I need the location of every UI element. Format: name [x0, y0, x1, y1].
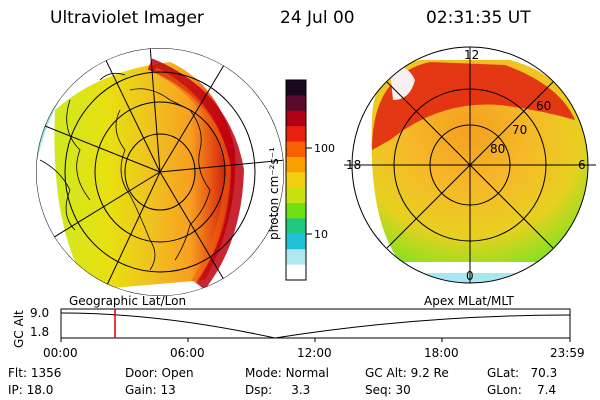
status-ip: IP: 18.0: [8, 383, 54, 397]
colorbar-segment: [286, 203, 306, 219]
geographic-projection-label: Geographic Lat/Lon: [69, 294, 187, 308]
status-glon: GLon: 7.4: [487, 383, 557, 397]
status-gc-alt: GC Alt: 9.2 Re: [365, 366, 449, 380]
status-gain: Gain: 13: [125, 383, 176, 397]
colorbar-segment: [286, 95, 306, 112]
date-label: 24 Jul 00: [280, 8, 355, 28]
colorbar-tick-10: 10: [314, 228, 328, 241]
colorbar-segment: [286, 80, 306, 96]
colorbar-segment: [286, 218, 306, 235]
colorbar-segment: [286, 249, 306, 266]
status-mode: Mode: Normal: [245, 366, 329, 380]
colorbar-segment: [286, 110, 306, 127]
mlt-label-12: 12: [464, 48, 479, 62]
status-dsp: Dsp: 3.3: [245, 383, 311, 397]
lat-label-60: 60: [536, 99, 551, 113]
xtick-0600: 06:00: [170, 346, 205, 360]
xtick-1800: 18:00: [424, 346, 459, 360]
colorbar-segment: [286, 141, 306, 158]
status-door: Door: Open: [125, 366, 194, 380]
colorbar-unit-label: photon cm⁻²s⁻¹: [267, 147, 281, 240]
colorbar-segment: [286, 233, 306, 250]
colorbar: [285, 79, 312, 281]
lat-label-70: 70: [512, 123, 527, 137]
mlt-label-18: 18: [346, 158, 361, 172]
colorbar-segment: [286, 187, 306, 204]
xtick-2359: 23:59: [550, 346, 585, 360]
xtick-1200: 12:00: [297, 346, 332, 360]
altitude-ytick-low: 1.8: [30, 325, 50, 339]
apex-projection-label: Apex MLat/MLT: [424, 294, 514, 308]
coastline-outline: [39, 72, 211, 271]
colorbar-segment: [286, 126, 306, 143]
left-lat-lon-grid: [36, 48, 284, 296]
status-flt: Flt: 1356: [8, 366, 62, 380]
altitude-plot: [60, 308, 571, 342]
status-glat: GLat: 70.3: [487, 366, 558, 380]
lat-label-80: 80: [490, 142, 505, 156]
mlt-label-6: 6: [578, 158, 586, 172]
time-label: 02:31:35 UT: [426, 8, 531, 28]
left-auroral-image: [36, 50, 250, 290]
imagery-canvas: 12 18 6 0 60 70 80 100 10 photon cm⁻²s⁻¹: [36, 46, 596, 296]
xtick-0000: 00:00: [43, 346, 78, 360]
mlt-label-0: 0: [466, 269, 474, 283]
instrument-title: Ultraviolet Imager: [50, 8, 204, 28]
status-seq: Seq: 30: [365, 383, 411, 397]
altitude-ytick-high: 9.0: [30, 306, 50, 320]
colorbar-segment: [286, 172, 306, 189]
colorbar-tick-100: 100: [314, 142, 335, 155]
polar-labels: 12 18 6 0 60 70 80: [346, 48, 586, 283]
colorbar-segment: [286, 156, 306, 173]
right-polar-grid: [344, 46, 596, 284]
colorbar-segment: [286, 264, 306, 281]
